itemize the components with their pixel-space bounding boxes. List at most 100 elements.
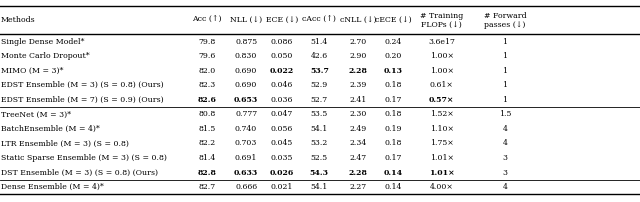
Text: 0.830: 0.830 (235, 52, 257, 60)
Text: 0.14: 0.14 (385, 183, 403, 191)
Text: ECE (↓): ECE (↓) (266, 16, 298, 24)
Text: 54.1: 54.1 (311, 183, 328, 191)
Text: cECE (↓): cECE (↓) (375, 16, 412, 24)
Text: 1: 1 (502, 52, 508, 60)
Text: 82.2: 82.2 (198, 139, 215, 147)
Text: Methods: Methods (1, 16, 35, 24)
Text: 1: 1 (502, 38, 508, 46)
Text: 0.035: 0.035 (271, 154, 293, 162)
Text: 0.026: 0.026 (270, 168, 294, 177)
Text: 79.8: 79.8 (198, 38, 215, 46)
Text: TreeNet (M = 3)*: TreeNet (M = 3)* (1, 110, 71, 118)
Text: 82.8: 82.8 (197, 168, 216, 177)
Text: 1.5: 1.5 (499, 110, 511, 118)
Text: 0.633: 0.633 (234, 168, 258, 177)
Text: 0.17: 0.17 (385, 96, 403, 104)
Text: 0.24: 0.24 (385, 38, 402, 46)
Text: 2.30: 2.30 (349, 110, 367, 118)
Text: 0.20: 0.20 (385, 52, 403, 60)
Text: 0.047: 0.047 (271, 110, 293, 118)
Text: 52.9: 52.9 (311, 81, 328, 89)
Text: 4: 4 (502, 183, 508, 191)
Text: Single Dense Model*: Single Dense Model* (1, 38, 84, 46)
Text: 54.3: 54.3 (310, 168, 329, 177)
Text: 3: 3 (502, 168, 508, 177)
Text: 0.050: 0.050 (271, 52, 293, 60)
Text: 1.01×: 1.01× (429, 154, 454, 162)
Text: 82.0: 82.0 (198, 67, 215, 75)
Text: 42.6: 42.6 (311, 52, 328, 60)
Text: LTR Ensemble (M = 3) (S = 0.8): LTR Ensemble (M = 3) (S = 0.8) (1, 139, 129, 147)
Text: # Training
FLOPs (↓): # Training FLOPs (↓) (420, 12, 463, 29)
Text: 51.4: 51.4 (311, 38, 328, 46)
Text: 0.18: 0.18 (385, 81, 403, 89)
Text: 4: 4 (502, 125, 508, 133)
Text: 2.28: 2.28 (348, 67, 367, 75)
Text: # Forward
passes (↓): # Forward passes (↓) (484, 12, 526, 29)
Text: 1.10×: 1.10× (429, 125, 454, 133)
Text: 53.2: 53.2 (311, 139, 328, 147)
Text: Static Sparse Ensemble (M = 3) (S = 0.8): Static Sparse Ensemble (M = 3) (S = 0.8) (1, 154, 166, 162)
Text: EDST Ensemble (M = 7) (S = 0.9) (Ours): EDST Ensemble (M = 7) (S = 0.9) (Ours) (1, 96, 163, 104)
Text: 2.47: 2.47 (349, 154, 366, 162)
Text: cAcc (↑): cAcc (↑) (303, 16, 336, 24)
Text: 0.022: 0.022 (270, 67, 294, 75)
Text: 1.00×: 1.00× (429, 52, 454, 60)
Text: 80.8: 80.8 (198, 110, 215, 118)
Text: 2.34: 2.34 (349, 139, 366, 147)
Text: EDST Ensemble (M = 3) (S = 0.8) (Ours): EDST Ensemble (M = 3) (S = 0.8) (Ours) (1, 81, 163, 89)
Text: 0.690: 0.690 (235, 67, 257, 75)
Text: 0.13: 0.13 (384, 67, 403, 75)
Text: 53.5: 53.5 (311, 110, 328, 118)
Text: 2.28: 2.28 (348, 168, 367, 177)
Text: 81.5: 81.5 (198, 125, 215, 133)
Text: 2.70: 2.70 (349, 38, 366, 46)
Text: 53.7: 53.7 (310, 67, 329, 75)
Text: 0.046: 0.046 (271, 81, 293, 89)
Text: NLL (↓): NLL (↓) (230, 16, 262, 24)
Text: 0.57×: 0.57× (429, 96, 454, 104)
Text: Acc (↑): Acc (↑) (192, 16, 221, 24)
Text: 0.691: 0.691 (235, 154, 257, 162)
Text: 2.41: 2.41 (349, 96, 366, 104)
Text: 1.00×: 1.00× (429, 67, 454, 75)
Text: 1.75×: 1.75× (429, 139, 454, 147)
Text: 0.036: 0.036 (271, 96, 293, 104)
Text: 2.49: 2.49 (349, 125, 366, 133)
Text: 2.27: 2.27 (349, 183, 366, 191)
Text: 1: 1 (502, 96, 508, 104)
Text: MIMO (M = 3)*: MIMO (M = 3)* (1, 67, 63, 75)
Text: 3: 3 (502, 154, 508, 162)
Text: 0.875: 0.875 (235, 38, 257, 46)
Text: 0.666: 0.666 (235, 183, 257, 191)
Text: 52.7: 52.7 (311, 96, 328, 104)
Text: 0.18: 0.18 (385, 110, 403, 118)
Text: 2.39: 2.39 (349, 81, 367, 89)
Text: cNLL (↓): cNLL (↓) (339, 16, 376, 24)
Text: 82.7: 82.7 (198, 183, 215, 191)
Text: 4: 4 (502, 139, 508, 147)
Text: Monte Carlo Dropout*: Monte Carlo Dropout* (1, 52, 90, 60)
Text: 52.5: 52.5 (311, 154, 328, 162)
Text: 0.18: 0.18 (385, 139, 403, 147)
Text: Dense Ensemble (M = 4)*: Dense Ensemble (M = 4)* (1, 183, 104, 191)
Text: 1: 1 (502, 67, 508, 75)
Text: 3.6e17: 3.6e17 (428, 38, 455, 46)
Text: 0.021: 0.021 (271, 183, 293, 191)
Text: 0.19: 0.19 (385, 125, 403, 133)
Text: 0.61×: 0.61× (429, 81, 454, 89)
Text: 0.653: 0.653 (234, 96, 258, 104)
Text: 1.01×: 1.01× (429, 168, 454, 177)
Text: 54.1: 54.1 (311, 125, 328, 133)
Text: 2.90: 2.90 (349, 52, 367, 60)
Text: 0.690: 0.690 (235, 81, 257, 89)
Text: 0.045: 0.045 (271, 139, 293, 147)
Text: 0.703: 0.703 (235, 139, 257, 147)
Text: 81.4: 81.4 (198, 154, 215, 162)
Text: 0.17: 0.17 (385, 154, 403, 162)
Text: 1: 1 (502, 81, 508, 89)
Text: 0.777: 0.777 (235, 110, 257, 118)
Text: 1.52×: 1.52× (429, 110, 454, 118)
Text: 0.740: 0.740 (235, 125, 257, 133)
Text: DST Ensemble (M = 3) (S = 0.8) (Ours): DST Ensemble (M = 3) (S = 0.8) (Ours) (1, 168, 157, 177)
